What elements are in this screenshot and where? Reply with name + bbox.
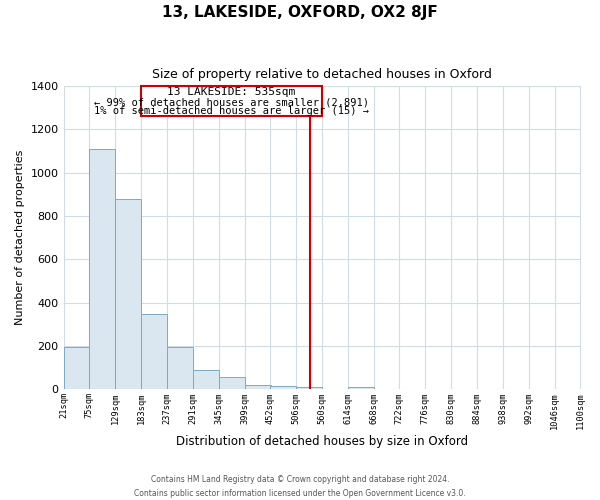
Bar [270, 386, 296, 390]
FancyBboxPatch shape [141, 86, 322, 116]
Bar [347, 387, 374, 390]
Bar [296, 387, 322, 390]
Bar [89, 148, 115, 390]
Text: Contains HM Land Registry data © Crown copyright and database right 2024.
Contai: Contains HM Land Registry data © Crown c… [134, 476, 466, 498]
Text: 13 LAKESIDE: 535sqm: 13 LAKESIDE: 535sqm [167, 88, 296, 98]
Text: 1% of semi-detached houses are larger (15) →: 1% of semi-detached houses are larger (1… [94, 106, 369, 116]
Bar [193, 370, 219, 390]
Bar [141, 314, 167, 390]
X-axis label: Distribution of detached houses by size in Oxford: Distribution of detached houses by size … [176, 434, 468, 448]
Bar [219, 378, 245, 390]
Bar [64, 347, 89, 390]
Title: Size of property relative to detached houses in Oxford: Size of property relative to detached ho… [152, 68, 492, 80]
Text: 13, LAKESIDE, OXFORD, OX2 8JF: 13, LAKESIDE, OXFORD, OX2 8JF [162, 5, 438, 20]
Bar [167, 347, 193, 390]
Bar [245, 385, 271, 390]
Y-axis label: Number of detached properties: Number of detached properties [15, 150, 25, 326]
Bar [115, 198, 141, 390]
Text: ← 99% of detached houses are smaller (2,891): ← 99% of detached houses are smaller (2,… [94, 97, 369, 107]
